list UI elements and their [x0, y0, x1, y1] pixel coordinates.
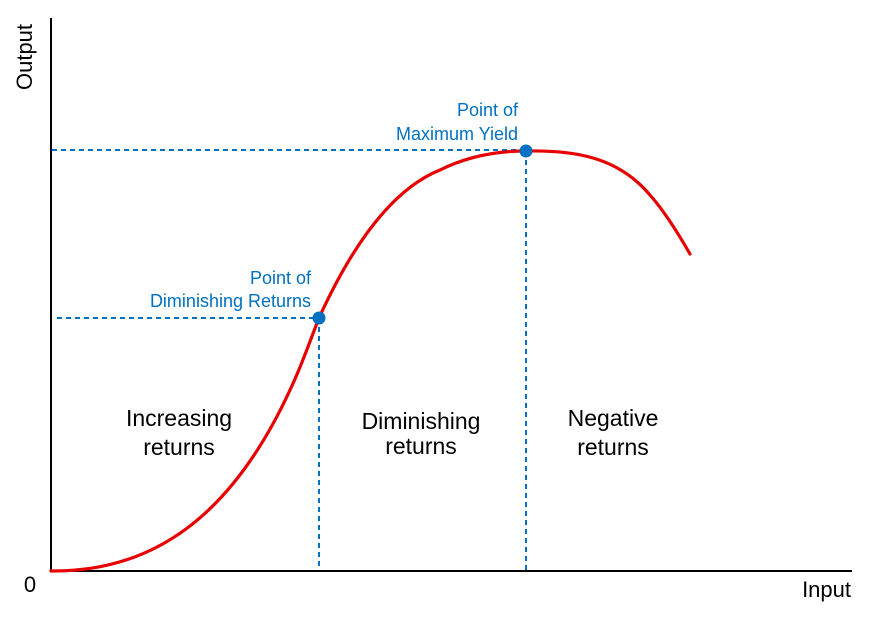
- increasing-returns-line2: returns: [143, 434, 215, 460]
- maximum-yield-label-line2: Maximum Yield: [396, 124, 518, 144]
- negative-returns-line2: returns: [577, 434, 649, 460]
- total-product-curve: [49, 149, 692, 573]
- diminishing-returns-point: [312, 311, 326, 325]
- y-axis-label: Output: [12, 24, 37, 90]
- diminishing-returns-line2: returns: [385, 433, 457, 459]
- maximum-yield-label-line1: Point of: [457, 100, 519, 120]
- maximum-yield-point: [519, 144, 533, 158]
- x-axis-label: Input: [802, 577, 851, 602]
- diminishing-returns-label: Point of Diminishing Returns: [150, 268, 312, 311]
- increasing-returns-region-label: Increasing returns: [126, 405, 232, 460]
- diminishing-returns-region-label: Diminishing returns: [362, 408, 481, 459]
- diminishing-returns-label-line1: Point of: [250, 268, 312, 288]
- maximum-yield-label: Point of Maximum Yield: [396, 100, 519, 144]
- negative-returns-region-label: Negative returns: [568, 405, 659, 460]
- diminishing-returns-label-line2: Diminishing Returns: [150, 291, 311, 311]
- negative-returns-line1: Negative: [568, 405, 659, 431]
- increasing-returns-line1: Increasing: [126, 405, 232, 431]
- origin-label: 0: [24, 572, 36, 597]
- diminishing-returns-line1: Diminishing: [362, 408, 481, 434]
